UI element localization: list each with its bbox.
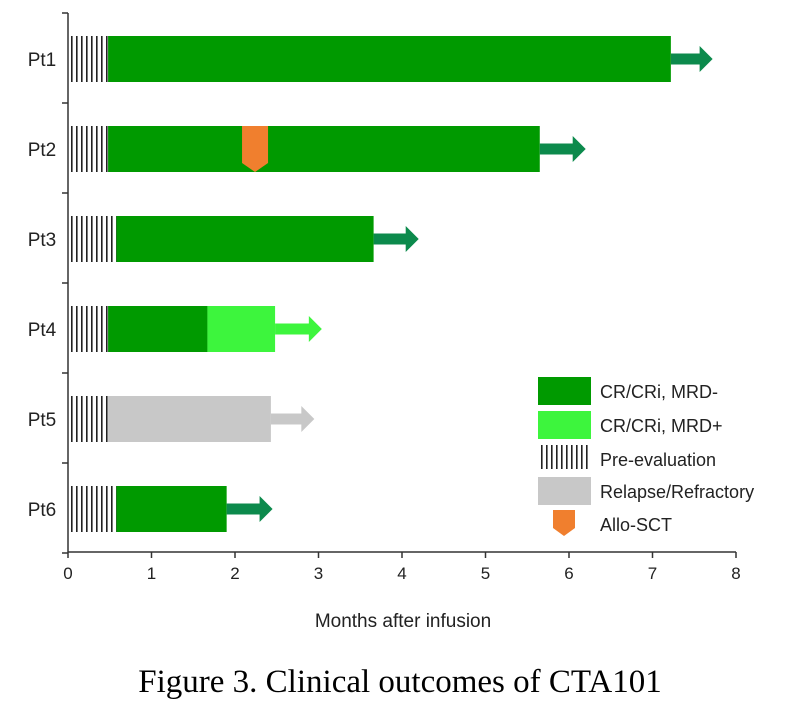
status-bar <box>116 486 227 532</box>
legend-label: Relapse/Refractory <box>600 482 754 502</box>
pre-evaluation-bar <box>70 126 109 172</box>
legend-swatch-mrd-pos <box>538 411 591 439</box>
status-bar <box>116 216 374 262</box>
ongoing-arrow <box>539 136 586 162</box>
ongoing-arrow <box>275 316 322 342</box>
pre-evaluation-bar <box>70 486 117 532</box>
x-tick-label: 3 <box>314 564 323 583</box>
status-bar <box>207 306 276 352</box>
x-tick-label: 1 <box>147 564 156 583</box>
x-tick-label: 5 <box>481 564 490 583</box>
y-label-pt5: Pt5 <box>28 410 57 431</box>
ongoing-arrow <box>373 226 419 252</box>
swimmer-chart: 0 1 2 3 4 5 6 7 8 Pt1 Pt2 Pt3 Pt4 Pt5 Pt6 CR/CRi, MRD- C… <box>28 12 754 632</box>
legend-swatch-pre-eval <box>538 445 591 469</box>
legend-swatch-relapse <box>538 477 591 505</box>
pre-evaluation-bar <box>70 216 117 262</box>
allo-sct-marker <box>242 126 269 172</box>
pre-evaluation-bar <box>70 306 109 352</box>
y-label-pt1: Pt1 <box>28 50 57 71</box>
legend-label: CR/CRi, MRD- <box>600 382 718 402</box>
ongoing-arrow <box>270 406 315 432</box>
y-label-pt4: Pt4 <box>28 320 57 341</box>
ongoing-arrow <box>670 46 713 72</box>
x-axis-label: Months after infusion <box>315 611 491 632</box>
status-bar <box>108 126 540 172</box>
y-label-pt3: Pt3 <box>28 230 57 251</box>
status-bar <box>108 36 671 82</box>
legend-label: Pre-evaluation <box>600 450 716 470</box>
x-tick-label: 4 <box>397 564 406 583</box>
pre-evaluation-bar <box>70 36 109 82</box>
legend-swatch-mrd-neg <box>538 377 591 405</box>
legend-swatch-allo-sct <box>553 510 575 536</box>
x-tick-label: 8 <box>731 564 740 583</box>
legend-label: CR/CRi, MRD+ <box>600 416 723 436</box>
x-tick-label: 7 <box>648 564 657 583</box>
x-tick-label: 0 <box>63 564 72 583</box>
y-label-pt2: Pt2 <box>28 140 57 161</box>
plot-area: 0 1 2 3 4 5 6 7 8 Pt1 Pt2 Pt3 Pt4 Pt5 Pt6 CR/CRi, MRD- C… <box>28 12 754 583</box>
y-label-pt6: Pt6 <box>28 500 57 521</box>
pre-evaluation-bar <box>70 396 109 442</box>
status-bar <box>108 306 208 352</box>
ongoing-arrow <box>226 496 273 522</box>
legend-label: Allo-SCT <box>600 515 672 535</box>
x-tick-label: 6 <box>564 564 573 583</box>
status-bar <box>108 396 271 442</box>
figure-caption: Figure 3. Clinical outcomes of CTA101 <box>138 664 662 700</box>
x-tick-label: 2 <box>230 564 239 583</box>
